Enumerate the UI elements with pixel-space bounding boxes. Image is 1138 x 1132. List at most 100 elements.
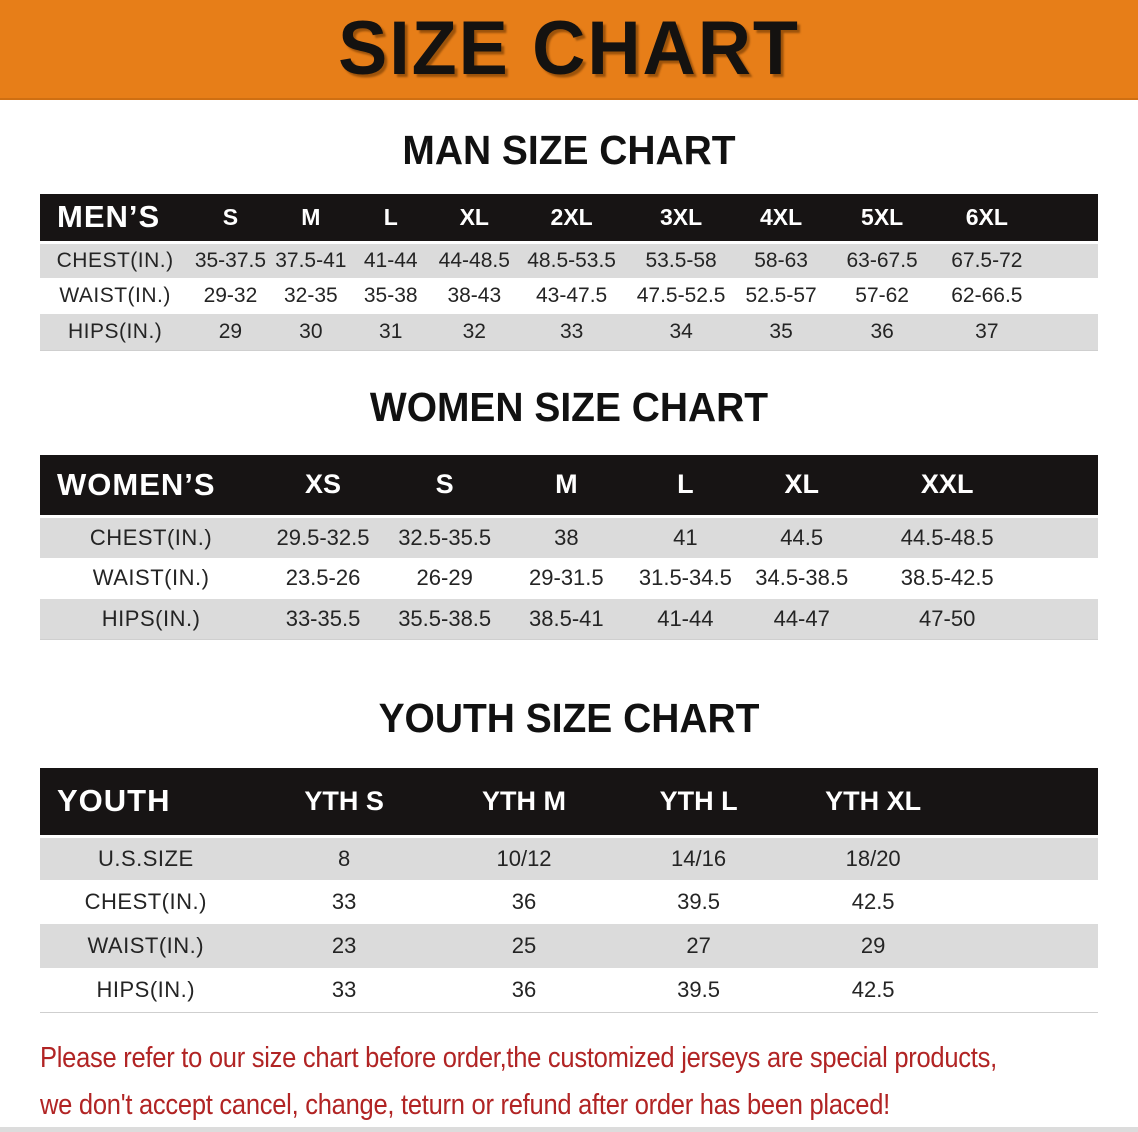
men-size-column-header: M xyxy=(270,194,352,242)
men-row-label: HIPS(IN.) xyxy=(40,314,191,350)
women-size-value-cell: 47-50 xyxy=(859,598,1035,640)
women-size-column-header: M xyxy=(505,454,628,517)
men-size-value-cell: 29 xyxy=(190,314,271,350)
men-size-value-cell: 43-47.5 xyxy=(536,284,608,307)
youth-size-column-header: YTH L xyxy=(611,768,786,836)
men-size-column-header: 6XL xyxy=(939,194,1035,242)
youth-size-value-cell: 14/16 xyxy=(611,834,786,880)
women-size-value-cell: 38 xyxy=(505,515,628,558)
women-size-value-cell: 31.5-34.5 xyxy=(638,565,732,590)
women-group-label: WOMEN’S xyxy=(40,454,263,517)
men-size-value-cell: 44-48.5 xyxy=(430,240,519,278)
youth-size-value-cell: 23 xyxy=(251,924,437,968)
women-measure-row: HIPS(IN.) 33-35.5 35.5-38.5 38.5-41 41-44 44-… xyxy=(40,598,1098,640)
youth-row-spacer xyxy=(960,834,1098,880)
women-size-table: WOMEN’S XS S M L XL XXL CHEST(IN.) 29.5-32.5 32.5… xyxy=(40,454,1098,640)
women-size-value-cell: 38.5-41 xyxy=(505,598,628,640)
man-size-chart-section: MAN SIZE CHART MEN’S S M L XL 2XL 3XL 4XL 5XL 6XL… xyxy=(0,127,1138,351)
youth-size-column-header: YTH XL xyxy=(785,768,961,836)
men-measure-row: CHEST(IN.) 35-37.5 37.5-41 41-44 44-48.5 48.5… xyxy=(40,240,1098,278)
women-size-value-cell: 23.5-26 xyxy=(285,565,361,590)
youth-header-row: YOUTH YTH S YTH M YTH L YTH XL xyxy=(40,768,1098,836)
men-size-column-header: 2XL xyxy=(518,194,626,242)
men-size-value-cell: 35 xyxy=(737,314,825,350)
bottom-edge-strip xyxy=(0,1127,1138,1132)
women-size-value-cell: 44.5-48.5 xyxy=(859,515,1035,558)
women-row-spacer xyxy=(1034,558,1098,599)
women-size-value-cell: 35.5-38.5 xyxy=(383,598,506,640)
women-size-value-cell: 41 xyxy=(627,515,744,558)
youth-size-value-cell: 27 xyxy=(611,924,786,968)
men-size-value-cell: 30 xyxy=(270,314,352,350)
youth-row-spacer xyxy=(960,924,1098,968)
women-row-spacer xyxy=(1034,515,1098,558)
women-size-column-header: S xyxy=(383,454,506,517)
women-size-value-cell: 38.5-42.5 xyxy=(900,565,994,590)
men-size-column-header: 3XL xyxy=(625,194,738,242)
youth-measure-row: CHEST(IN.) 33 36 39.5 42.5 xyxy=(40,880,1098,924)
men-measure-row: WAIST(IN.) 29-32 32-35 35-38 38-43 43-47.5 47.… xyxy=(40,278,1098,314)
youth-size-value-cell: 10/12 xyxy=(436,834,612,880)
women-row-label: HIPS(IN.) xyxy=(40,598,263,640)
men-size-value-cell: 38-43 xyxy=(447,284,502,307)
men-row-spacer xyxy=(1034,314,1098,350)
youth-size-table: YOUTH YTH S YTH M YTH L YTH XL U.S.SIZE 8 10/12… xyxy=(40,768,1098,1013)
men-measure-row: HIPS(IN.) 29 30 31 32 33 34 35 36 37 xyxy=(40,314,1098,350)
youth-row-label: WAIST(IN.) xyxy=(40,924,252,968)
men-size-value-cell: 52.5-57 xyxy=(745,284,817,307)
men-size-value-cell: 48.5-53.5 xyxy=(518,240,626,278)
youth-row-label: CHEST(IN.) xyxy=(84,889,207,914)
disclaimer-line-2: we don't accept cancel, change, teturn o… xyxy=(40,1088,890,1121)
youth-section-title: YOUTH SIZE CHART xyxy=(378,695,760,741)
men-size-value-cell: 35-37.5 xyxy=(190,240,271,278)
youth-size-value-cell: 36 xyxy=(511,976,537,1002)
men-size-value-cell: 63-67.5 xyxy=(825,240,940,278)
men-size-column-header: 4XL xyxy=(737,194,825,242)
men-row-label: WAIST(IN.) xyxy=(59,284,171,307)
disclaimer: Please refer to our size chart before or… xyxy=(40,1035,1138,1129)
men-size-value-cell: 57-62 xyxy=(855,284,909,307)
youth-row-label: U.S.SIZE xyxy=(40,834,252,880)
youth-row-spacer xyxy=(960,880,1098,924)
men-size-value-cell: 36 xyxy=(825,314,940,350)
youth-measure-row: U.S.SIZE 8 10/12 14/16 18/20 xyxy=(40,834,1098,880)
disclaimer-line-1: Please refer to our size chart before or… xyxy=(40,1041,997,1074)
women-section-title: WOMEN SIZE CHART xyxy=(369,383,769,430)
youth-size-column-header: YTH S xyxy=(251,768,437,836)
women-row-label: CHEST(IN.) xyxy=(40,515,263,558)
youth-size-value-cell: 33 xyxy=(331,889,357,914)
banner: SIZE CHART xyxy=(0,0,1138,100)
men-row-label: CHEST(IN.) xyxy=(40,240,191,278)
men-size-column-header: 5XL xyxy=(825,194,940,242)
women-size-column-header: XL xyxy=(743,454,860,517)
women-size-column-header: L xyxy=(627,454,744,517)
youth-measure-row: HIPS(IN.) 33 36 39.5 42.5 xyxy=(40,968,1098,1012)
women-measure-row: CHEST(IN.) 29.5-32.5 32.5-35.5 38 41 44.5 44.5… xyxy=(40,515,1098,558)
youth-size-value-cell: 36 xyxy=(511,889,537,914)
men-header-row: MEN’S S M L XL 2XL 3XL 4XL 5XL 6XL xyxy=(40,194,1098,242)
women-size-value-cell: 32.5-35.5 xyxy=(383,515,506,558)
men-size-value-cell: 58-63 xyxy=(737,240,825,278)
youth-size-value-cell: 18/20 xyxy=(785,834,961,880)
men-size-column-header: L xyxy=(351,194,431,242)
youth-size-value-cell: 39.5 xyxy=(677,976,720,1002)
youth-size-value-cell: 33 xyxy=(331,976,357,1002)
man-section-title: MAN SIZE CHART xyxy=(402,127,736,173)
youth-size-chart-section: YOUTH SIZE CHART YOUTH YTH S YTH M YTH L YTH… xyxy=(0,695,1138,1013)
women-header-spacer xyxy=(1034,454,1098,517)
youth-size-column-header: YTH M xyxy=(436,768,612,836)
men-size-value-cell: 29-32 xyxy=(203,284,258,307)
men-size-value-cell: 67.5-72 xyxy=(939,240,1035,278)
youth-measure-row: WAIST(IN.) 23 25 27 29 xyxy=(40,924,1098,968)
page-title: SIZE CHART xyxy=(338,6,800,91)
men-size-value-cell: 62-66.5 xyxy=(951,284,1023,307)
youth-size-value-cell: 8 xyxy=(251,834,437,880)
men-size-value-cell: 37 xyxy=(939,314,1035,350)
women-size-value-cell: 26-29 xyxy=(416,565,473,590)
women-row-spacer xyxy=(1034,598,1098,640)
youth-size-value-cell: 42.5 xyxy=(851,889,895,914)
women-size-value-cell: 41-44 xyxy=(627,598,744,640)
youth-row-spacer xyxy=(960,968,1098,1012)
men-size-value-cell: 47.5-52.5 xyxy=(636,284,726,307)
youth-size-value-cell: 25 xyxy=(436,924,612,968)
